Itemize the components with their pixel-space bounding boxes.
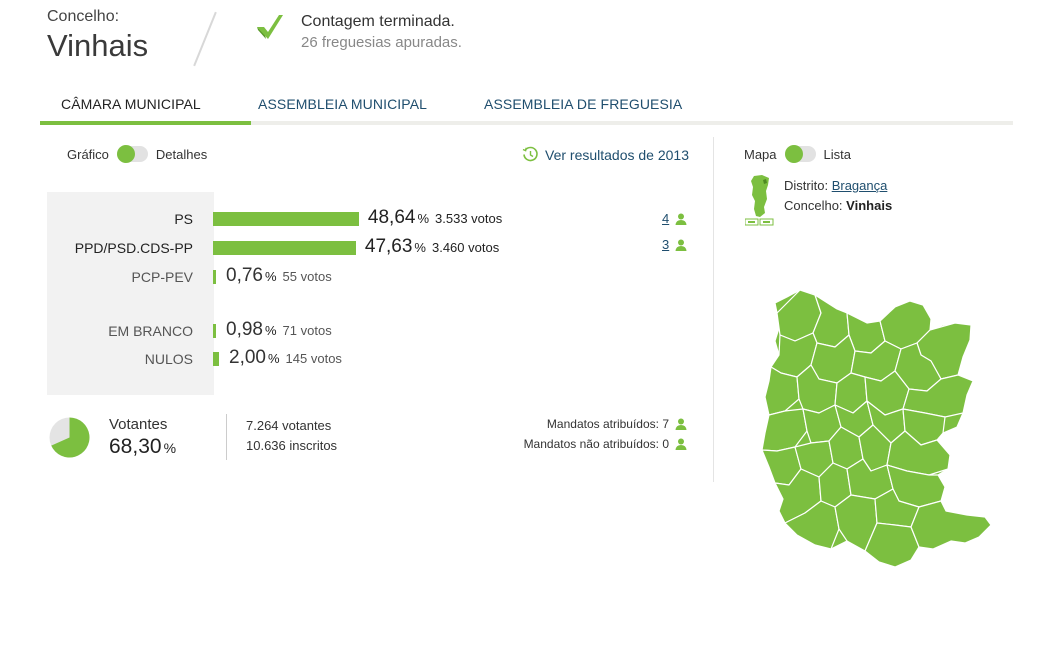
map-list-toggle[interactable] — [784, 145, 816, 163]
mandates-attributed-label: Mandatos atribuídos: 7 — [546, 417, 669, 431]
municipality-name: Vinhais — [846, 198, 893, 213]
mandate-count: 3 — [662, 237, 670, 252]
header-divider — [193, 11, 217, 67]
percent-symbol: % — [267, 351, 280, 366]
chart-details-toggle[interactable] — [116, 145, 148, 163]
percent-symbol: % — [417, 211, 430, 226]
voters-count: 7.264 votantes — [246, 418, 332, 433]
district-info: Distrito: Bragança — [784, 178, 887, 193]
percent-value: 2,00 — [229, 347, 266, 368]
result-bar — [213, 212, 359, 226]
concelho-header: Concelho: Vinhais — [47, 8, 148, 64]
turnout-percent: 68,30 — [109, 435, 162, 458]
mandates-link[interactable]: 3 — [662, 237, 687, 252]
toggle-knob — [116, 145, 135, 163]
status-title: Contagem terminada. — [301, 13, 455, 30]
side-panel-divider — [713, 137, 714, 482]
percent-value: 0,76 — [226, 265, 263, 286]
vote-count: 71 votos — [282, 323, 332, 338]
percent-value: 0,98 — [226, 319, 263, 340]
map-toggle-row: Mapa Lista — [744, 145, 851, 163]
party-label: PCP-PEV — [131, 269, 193, 285]
percent-value: 48,64 — [367, 207, 416, 228]
result-percentage: 0,76% 55 votos — [226, 265, 332, 287]
party-labels-panel — [47, 192, 214, 395]
clock-history-icon — [522, 146, 538, 162]
vote-count: 3.533 votos — [435, 211, 503, 226]
percent-symbol: % — [414, 240, 426, 255]
previous-results-label: Ver resultados de 2013 — [545, 146, 689, 163]
status-subtitle: 26 freguesias apuradas. — [301, 34, 462, 51]
mandates-not-attributed-label: Mandatos não atribuídos: 0 — [523, 437, 669, 451]
turnout-title: Votantes — [109, 416, 168, 433]
result-percentage: 2,00% 145 votos — [229, 347, 342, 369]
person-icon — [675, 239, 687, 251]
portugal-mini-map-icon[interactable] — [745, 175, 775, 227]
view-toggle-row: Gráfico Detalhes — [67, 145, 208, 163]
person-icon — [675, 418, 687, 430]
turnout-divider — [226, 414, 227, 460]
result-percentage: 47,63% 3.460 votos — [365, 236, 499, 258]
vinhais-parishes-map[interactable] — [755, 285, 995, 570]
check-icon — [257, 15, 283, 39]
map-toggle-left-label: Mapa — [744, 146, 777, 162]
mandate-count: 4 — [662, 211, 670, 226]
active-tab-indicator — [40, 121, 251, 125]
result-bar — [213, 241, 356, 255]
turnout-slice — [51, 417, 90, 458]
municipality-info: Concelho: Vinhais — [784, 198, 892, 213]
mandates-not-attributed: Mandatos não atribuídos: 0 — [524, 437, 687, 451]
turnout-pie-chart — [49, 417, 90, 458]
vote-count: 55 votos — [282, 269, 332, 284]
district-link[interactable]: Bragança — [831, 178, 888, 193]
party-label: PS — [174, 211, 193, 227]
vote-count: 145 votos — [285, 351, 342, 366]
view-toggle-right-label: Detalhes — [155, 146, 208, 162]
registered-count: 10.636 inscritos — [246, 438, 338, 453]
district-label: Distrito: — [784, 178, 829, 193]
result-bar — [213, 352, 219, 366]
person-icon — [675, 213, 687, 225]
person-icon — [675, 438, 687, 450]
party-label: NULOS — [144, 351, 193, 367]
percent-symbol: % — [264, 269, 277, 284]
toggle-knob — [784, 145, 803, 163]
turnout-value: 68,30% — [109, 435, 176, 459]
tab-assembleia-municipal[interactable]: ASSEMBLEIA MUNICIPAL — [258, 96, 428, 112]
mandates-attributed: Mandatos atribuídos: 7 — [547, 417, 687, 431]
election-tabs: CÂMARA MUNICIPAL ASSEMBLEIA MUNICIPAL AS… — [40, 92, 1013, 125]
map-toggle-right-label: Lista — [823, 146, 851, 162]
result-bar — [213, 270, 216, 284]
mandates-link[interactable]: 4 — [662, 211, 687, 226]
tab-camara-municipal[interactable]: CÂMARA MUNICIPAL — [61, 96, 201, 112]
percent-symbol: % — [264, 323, 277, 338]
concelho-label: Concelho: — [47, 8, 120, 25]
view-toggle-left-label: Gráfico — [67, 146, 109, 162]
result-bar — [213, 324, 216, 338]
previous-results-link[interactable]: Ver resultados de 2013 — [522, 146, 689, 163]
percent-symbol: % — [163, 440, 177, 456]
result-percentage: 48,64% 3.533 votos — [368, 207, 502, 229]
result-percentage: 0,98% 71 votos — [226, 319, 332, 341]
percent-value: 47,63 — [364, 236, 413, 257]
municipality-label: Concelho: — [784, 198, 843, 213]
vote-count: 3.460 votos — [431, 240, 500, 255]
tab-assembleia-freguesia[interactable]: ASSEMBLEIA DE FREGUESIA — [484, 96, 683, 112]
concelho-name: Vinhais — [47, 28, 149, 63]
party-label: EM BRANCO — [108, 323, 193, 339]
party-label: PPD/PSD.CDS-PP — [74, 240, 193, 256]
